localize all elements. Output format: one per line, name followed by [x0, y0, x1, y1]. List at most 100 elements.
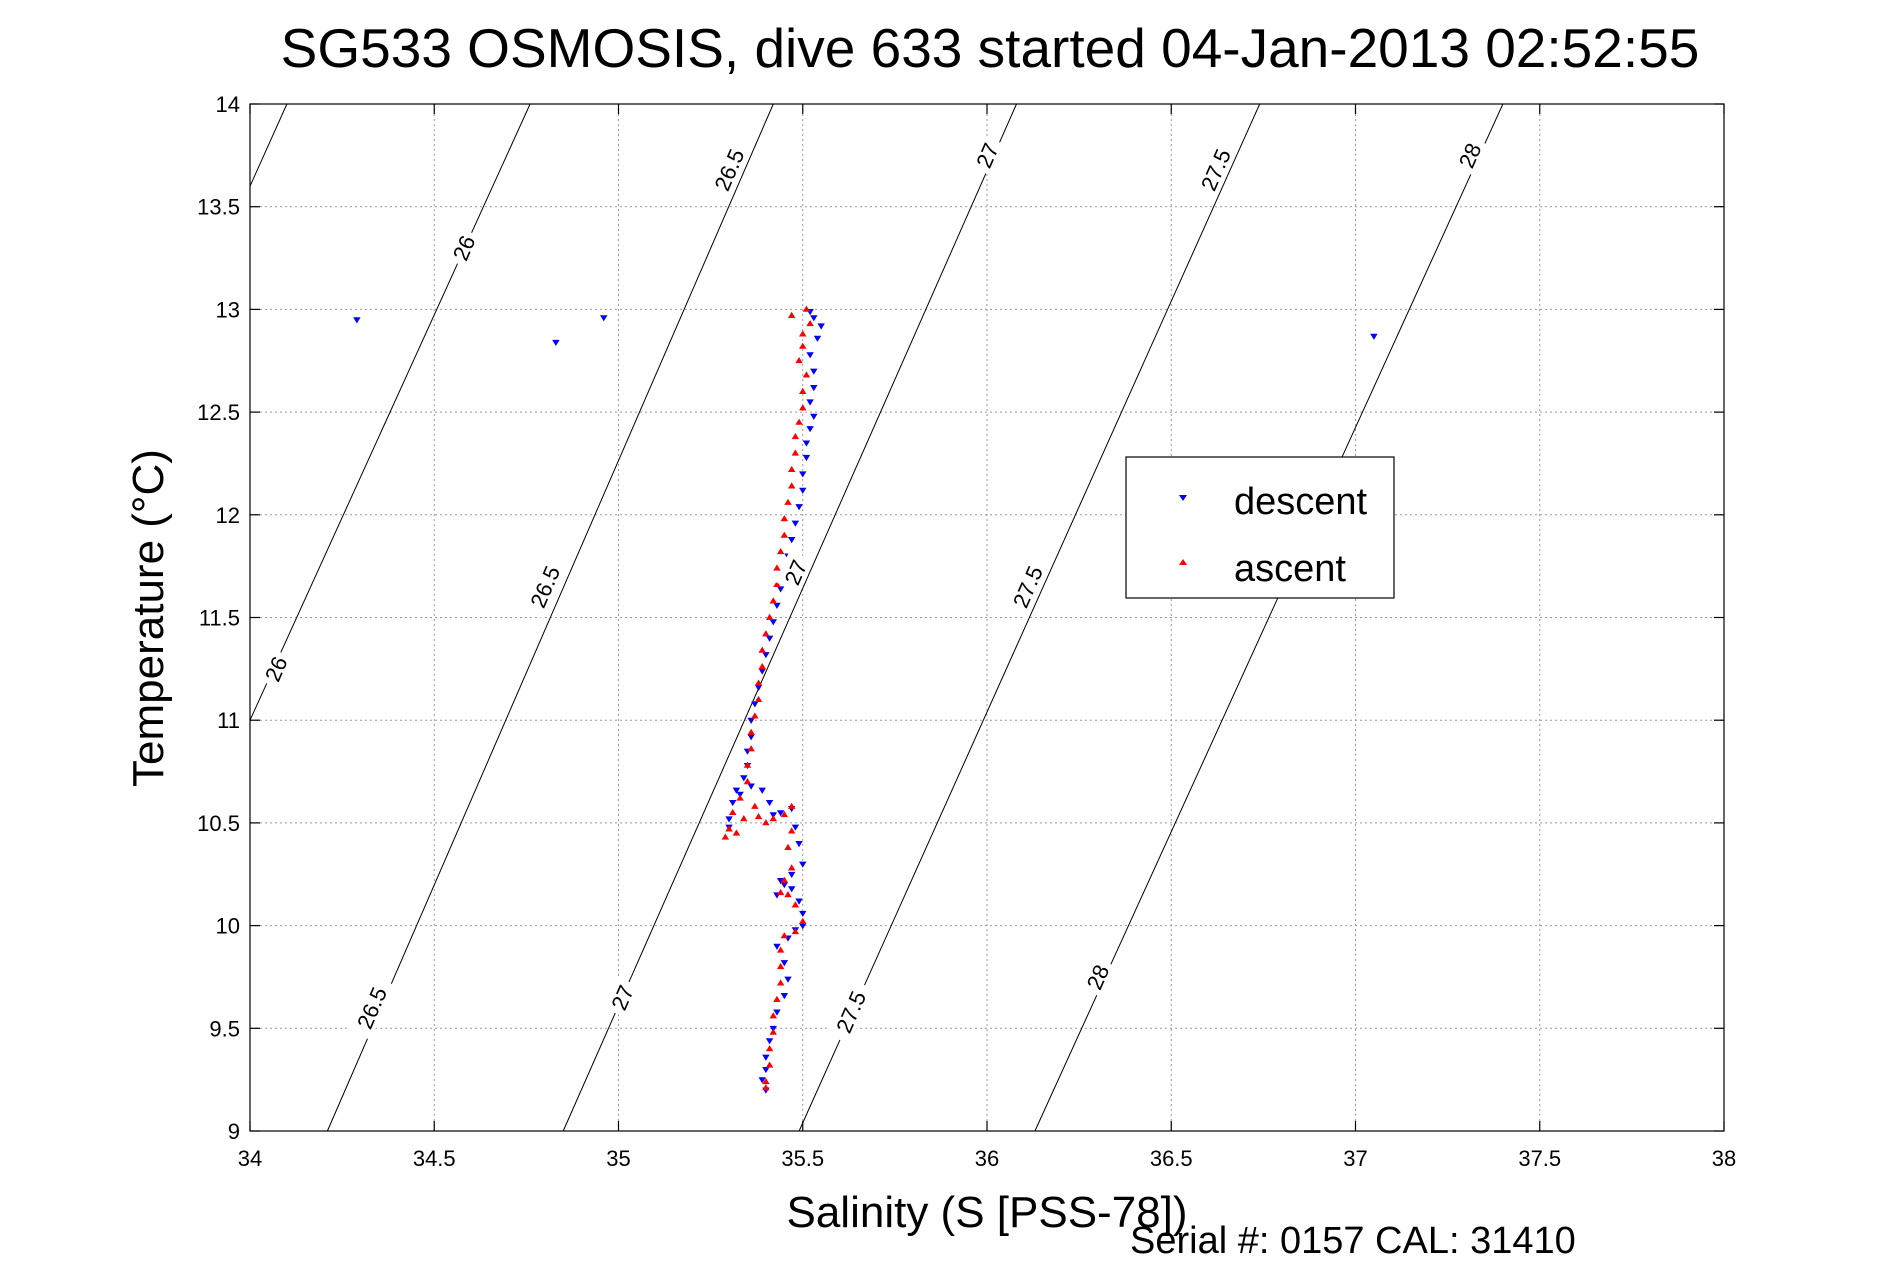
- contour-label-bg-9: [1002, 553, 1051, 619]
- chart-title: SG533 OSMOSIS, dive 633 started 04-Jan-2…: [281, 17, 1700, 79]
- ascent-point-60: [765, 1045, 774, 1052]
- ascent-point-40: [762, 819, 770, 826]
- data-points-layer: [353, 305, 1378, 1094]
- serial-cal-footer: Serial #: 0157 CAL: 31410: [1130, 1220, 1576, 1262]
- ascent-point-22: [762, 630, 770, 637]
- y-tick-label-3: 10.5: [197, 811, 240, 836]
- ascent-point-20: [769, 597, 777, 604]
- descent-point-7: [813, 335, 822, 342]
- descent-point-9: [810, 368, 818, 375]
- descent-point-0: [353, 317, 361, 324]
- ascent-point-31: [743, 778, 752, 785]
- x-tick-label-6: 37: [1343, 1146, 1367, 1171]
- y-tick-label-9: 13.5: [197, 195, 240, 220]
- ascent-point-36: [732, 829, 741, 836]
- legend-marker-descent: [1179, 495, 1187, 501]
- contour-label-bg-8: [1190, 136, 1239, 202]
- ascent-point-10: [791, 432, 800, 440]
- legend-label-descent: descent: [1234, 481, 1368, 523]
- ascent-point-30: [743, 761, 752, 768]
- density-contour-layer: [249, 103, 1504, 1132]
- density-contour-26-1: [249, 103, 531, 721]
- ascent-point-24: [758, 663, 766, 670]
- ascent-point-6: [802, 371, 811, 378]
- ascent-point-61: [765, 1061, 774, 1068]
- ascent-point-47: [780, 876, 789, 883]
- legend-label-ascent: ascent: [1234, 548, 1346, 590]
- contour-label-bg-0: [444, 226, 482, 269]
- ascent-point-11: [791, 449, 800, 456]
- descent-point-38: [725, 816, 733, 823]
- ascent-point-14: [784, 498, 792, 505]
- contour-label-bg-5: [967, 134, 1005, 176]
- contour-label-bg-4: [346, 974, 395, 1041]
- ascent-point-0: [787, 311, 796, 318]
- ascent-point-56: [776, 979, 785, 986]
- ascent-point-16: [780, 531, 789, 538]
- y-tick-label-8: 13: [216, 297, 240, 322]
- descent-point-56: [799, 910, 807, 918]
- descent-point-63: [780, 993, 789, 1000]
- descent-point-47: [791, 824, 800, 831]
- legend-box: [1125, 456, 1395, 599]
- ascent-point-35: [721, 833, 730, 840]
- descent-point-14: [802, 440, 811, 447]
- descent-point-45: [776, 810, 785, 817]
- ascent-point-1: [802, 305, 811, 312]
- contour-label-group-0: 26: [444, 226, 482, 269]
- descent-point-48: [795, 841, 803, 848]
- ascent-point-13: [787, 482, 796, 489]
- contour-label-bg-3: [519, 553, 568, 619]
- legend: descent ascent: [1125, 456, 1395, 599]
- descent-point-42: [758, 787, 766, 794]
- ascent-point-55: [776, 962, 785, 970]
- ascent-point-2: [806, 320, 814, 327]
- ascent-point-53: [780, 932, 789, 939]
- ascent-point-46: [787, 864, 796, 871]
- descent-point-24: [773, 602, 781, 609]
- ascent-point-26: [754, 695, 763, 703]
- ascent-point-51: [799, 917, 807, 924]
- ascent-point-12: [787, 465, 796, 473]
- y-axis-title: Temperature (°C): [124, 449, 173, 787]
- ascent-point-58: [769, 1012, 777, 1019]
- ascent-point-15: [780, 515, 789, 522]
- descent-point-55: [795, 898, 803, 905]
- descent-point-25: [769, 619, 777, 626]
- descent-point-2: [600, 315, 608, 322]
- descent-point-49: [799, 861, 807, 868]
- descent-point-66: [765, 1038, 774, 1045]
- y-tick-label-1: 9.5: [209, 1016, 240, 1041]
- descent-point-11: [806, 399, 814, 406]
- ascent-point-28: [747, 728, 755, 735]
- descent-point-62: [784, 976, 792, 983]
- descent-point-69: [758, 1077, 766, 1084]
- ascent-point-23: [758, 646, 766, 653]
- contour-label-group-1: 26: [256, 647, 294, 690]
- ascent-point-32: [736, 794, 744, 801]
- descent-point-1: [552, 339, 560, 347]
- descent-point-6: [817, 323, 825, 330]
- descent-point-37: [729, 799, 737, 807]
- ascent-point-5: [795, 356, 803, 364]
- ascent-point-49: [784, 891, 792, 898]
- ascent-point-27: [751, 712, 759, 719]
- ascent-point-39: [754, 812, 763, 820]
- descent-point-31: [747, 717, 755, 724]
- contour-label-bg-10: [825, 978, 874, 1045]
- descent-point-68: [762, 1066, 770, 1074]
- density-contour-27-5-4: [798, 103, 1261, 1132]
- ascent-point-29: [747, 745, 755, 752]
- descent-point-10: [810, 385, 818, 392]
- x-tick-label-0: 34: [238, 1146, 262, 1171]
- x-tick-label-5: 36.5: [1150, 1146, 1193, 1171]
- ascent-point-21: [765, 613, 774, 620]
- ascent-point-52: [791, 927, 800, 935]
- contour-label-bg-2: [704, 136, 752, 202]
- y-tick-label-7: 12.5: [197, 400, 240, 425]
- ascent-point-9: [795, 418, 803, 425]
- contour-label-bg-12: [1077, 955, 1116, 998]
- ascent-point-50: [791, 901, 800, 908]
- descent-point-61: [780, 960, 789, 967]
